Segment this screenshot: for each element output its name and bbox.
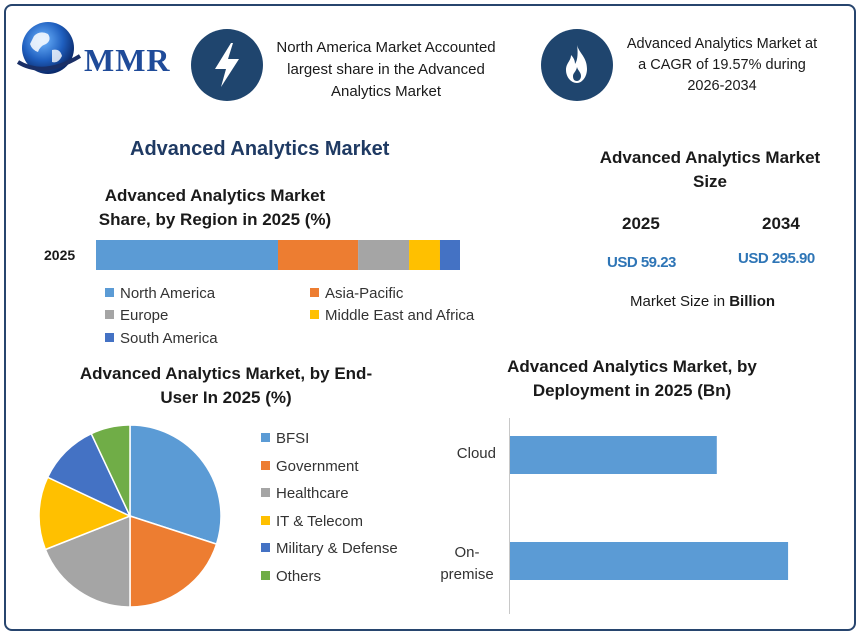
legend-label: Others (276, 568, 321, 585)
bar-cloud (510, 436, 717, 474)
legend-swatch (261, 571, 270, 580)
legend-label: North America (120, 285, 215, 302)
deployment-bar-chart (510, 418, 840, 614)
deployment-tick-on-premise: On-premise (436, 542, 498, 586)
bar-segment-south-america (440, 240, 460, 270)
enduser-chart-title: Advanced Analytics Market, by End-User I… (64, 362, 388, 410)
bar-segment-europe (358, 240, 409, 270)
legend-swatch (105, 310, 114, 319)
legend-label: Military & Defense (276, 540, 398, 557)
legend-item-others: Others (261, 568, 321, 585)
legend-item-north-america: North America (105, 285, 215, 302)
size-value-2025: USD 59.23 (607, 254, 676, 271)
bar-segment-middle-east-and-africa (409, 240, 440, 270)
size-value-2034: USD 295.90 (738, 250, 815, 267)
banner-cagr: Advanced Analytics Market at a CAGR of 1… (622, 34, 822, 97)
market-size-title: Advanced Analytics Market Size (590, 146, 830, 194)
legend-swatch (261, 461, 270, 470)
legend-swatch (105, 288, 114, 297)
lightning-bolt-icon (191, 29, 263, 101)
legend-label: Government (276, 458, 359, 475)
legend-item-south-america: South America (105, 330, 218, 347)
legend-item-middle-east-and-africa: Middle East and Africa (310, 307, 474, 324)
legend-item-military-and-defense: Military & Defense (261, 540, 398, 557)
mmr-logo: MMR (14, 16, 174, 86)
unit-bold: Billion (729, 293, 775, 310)
legend-label: Healthcare (276, 485, 349, 502)
bar-segment-asia-pacific (278, 240, 358, 270)
globe-icon (14, 16, 84, 86)
legend-swatch (261, 543, 270, 552)
legend-label: BFSI (276, 430, 309, 447)
unit-prefix: Market Size in (630, 293, 729, 310)
legend-item-bfsi: BFSI (261, 430, 309, 447)
market-size-unit: Market Size in Billion (630, 293, 775, 310)
legend-item-asia-pacific: Asia-Pacific (310, 285, 403, 302)
legend-label: South America (120, 330, 218, 347)
legend-item-it-and-telecom: IT & Telecom (261, 513, 363, 530)
legend-swatch (261, 433, 270, 442)
page-title: Advanced Analytics Market (130, 138, 389, 161)
legend-label: Middle East and Africa (325, 307, 474, 324)
legend-swatch (261, 516, 270, 525)
region-legend: North America Asia-Pacific Europe Middle Ea… (105, 285, 505, 347)
deployment-chart-title: Advanced Analytics Market, by Deployment… (496, 355, 768, 403)
bar-segment-north-america (96, 240, 278, 270)
bar-on-premise (510, 542, 788, 580)
banner-north-america: North America Market Accounted largest s… (270, 37, 502, 103)
legend-label: IT & Telecom (276, 513, 363, 530)
legend-swatch (310, 310, 319, 319)
region-chart-title: Advanced Analytics Market Share, by Regi… (90, 184, 340, 232)
legend-label: Asia-Pacific (325, 285, 403, 302)
region-category-label: 2025 (44, 247, 75, 263)
region-stacked-bar (96, 240, 466, 272)
enduser-pie-chart (36, 422, 224, 610)
legend-swatch (261, 488, 270, 497)
legend-item-healthcare: Healthcare (261, 485, 349, 502)
legend-item-government: Government (261, 458, 359, 475)
size-year-2025: 2025 (622, 214, 660, 234)
deployment-tick-cloud: Cloud (440, 445, 496, 462)
logo-text: MMR (84, 42, 171, 79)
size-year-2034: 2034 (762, 214, 800, 234)
legend-swatch (310, 288, 319, 297)
legend-swatch (105, 333, 114, 342)
legend-label: Europe (120, 307, 168, 324)
legend-item-europe: Europe (105, 307, 168, 324)
enduser-legend: BFSI Government Healthcare IT & Telecom Mili… (261, 430, 431, 590)
flame-icon (541, 29, 613, 101)
